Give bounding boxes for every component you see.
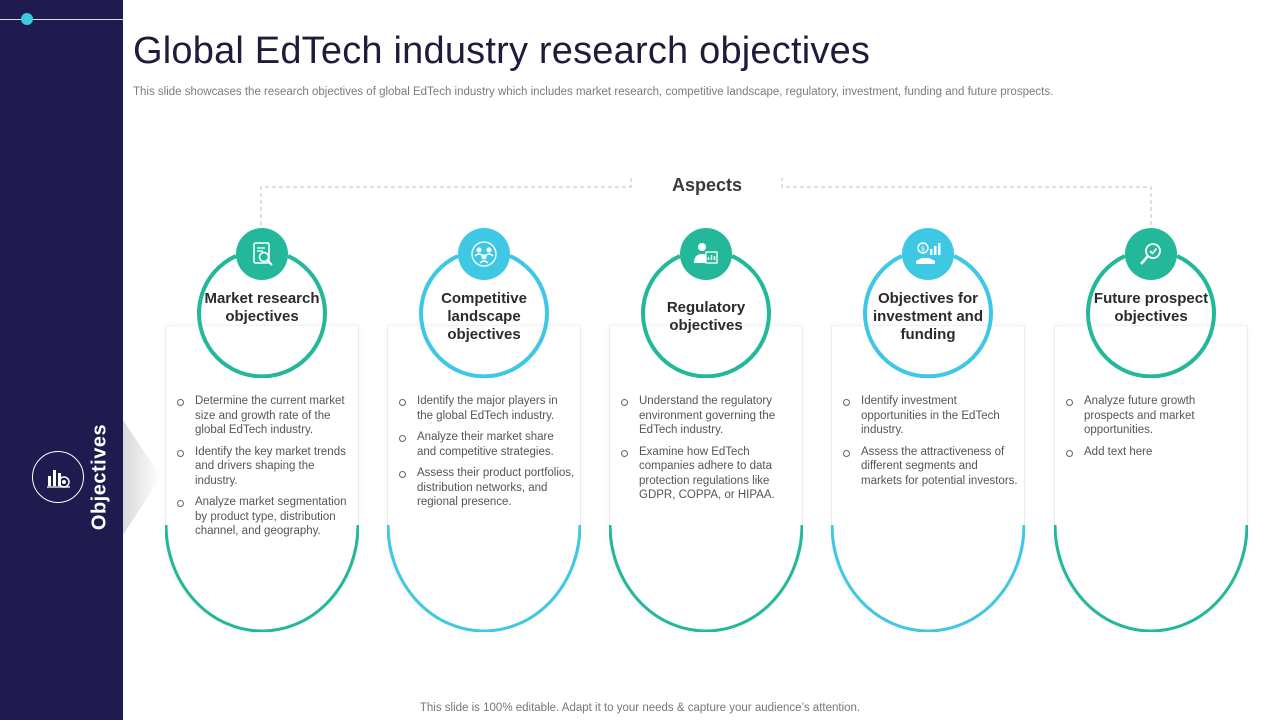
objective-column-future-prospect: Future prospect objectives Analyze futur… [1054,228,1248,632]
bullet-item: Determine the current market size and gr… [175,394,353,438]
sidebar-top-line [0,19,123,20]
sidebar-label: Objectives [88,423,111,531]
objective-bullets: Understand the regulatory environment go… [619,394,797,510]
objective-column-competitive-landscape: Competitive landscape objectives Identif… [387,228,581,632]
objective-title: Market research objectives [204,290,320,325]
bullet-item: Analyze their market share and competiti… [397,430,575,459]
bullet-item: Assess the attractiveness of different s… [841,445,1019,489]
footer-note: This slide is 100% editable. Adapt it to… [419,702,861,714]
objective-bullets: Identify investment opportunities in the… [841,394,1019,495]
chart-target-icon [32,451,84,503]
market-research-icon [236,228,288,280]
page-title: Global EdTech industry research objectiv… [133,30,871,72]
bullet-item: Add text here [1064,445,1242,460]
page-subtitle: This slide showcases the research object… [133,86,1054,98]
future-prospect-icon [1125,228,1177,280]
competitors-group-icon [458,228,510,280]
objective-ring [641,254,771,378]
objective-column-market-research: Market research objectives Determine the… [165,228,359,632]
bullet-item: Understand the regulatory environment go… [619,394,797,438]
objective-title: Regulatory objectives [666,299,746,334]
bullet-item: Assess their product portfolios, distrib… [397,466,575,510]
objective-title: Objectives for investment and funding [872,290,984,343]
objective-bullets: Analyze future growth prospects and mark… [1064,394,1242,466]
sidebar: Objectives [0,0,123,720]
bullet-item: Analyze future growth prospects and mark… [1064,394,1242,438]
objective-title: Future prospect objectives [1093,290,1209,325]
sidebar-pointer [123,420,161,535]
objective-ring [419,254,549,378]
bullet-item: Identify the major players in the global… [397,394,575,423]
objective-title: Competitive landscape objectives [441,290,527,343]
objective-bullets: Identify the major players in the global… [397,394,575,517]
bullet-item: Identify the key market trends and drive… [175,445,353,489]
svg-text:$: $ [921,245,925,253]
aspects-label: Aspects [671,175,743,195]
investment-hand-icon: $ [902,228,954,280]
objective-bullets: Determine the current market size and gr… [175,394,353,546]
regulatory-person-icon [680,228,732,280]
bullet-item: Examine how EdTech companies adhere to d… [619,445,797,503]
objective-column-investment-funding: $ Objectives for investment and funding … [831,228,1025,632]
objective-ring [863,254,993,378]
objective-ring [197,254,327,378]
objective-column-regulatory: Regulatory objectives Understand the reg… [609,228,803,632]
sidebar-dot [21,13,33,25]
objective-ring [1086,254,1216,378]
bullet-item: Identify investment opportunities in the… [841,394,1019,438]
bullet-item: Analyze market segmentation by product t… [175,495,353,539]
